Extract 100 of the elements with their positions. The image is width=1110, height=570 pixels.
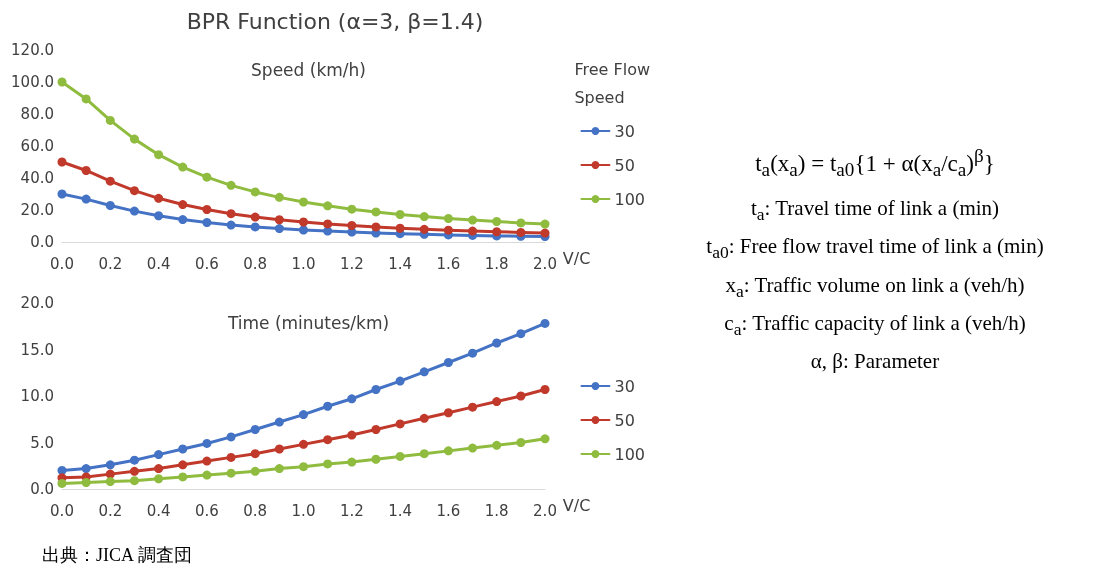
point — [81, 477, 91, 487]
x-tick-label: 0.4 — [146, 501, 171, 520]
point — [540, 384, 550, 394]
legend-label: 100 — [614, 189, 646, 209]
point — [443, 225, 453, 235]
point — [299, 225, 308, 235]
point — [81, 464, 91, 474]
x-axis-title: V/C — [562, 495, 591, 515]
point — [299, 462, 308, 472]
point — [299, 217, 308, 227]
point — [347, 204, 357, 214]
y-tick-label: 100.0 — [11, 73, 54, 91]
point — [129, 455, 139, 465]
point — [492, 217, 502, 227]
point — [226, 432, 236, 442]
y-tick-label: 80.0 — [20, 105, 54, 123]
point — [299, 197, 308, 207]
x-tick-label: 2.0 — [533, 501, 557, 520]
point — [178, 444, 188, 454]
point — [395, 419, 405, 429]
point — [371, 207, 381, 217]
point — [516, 329, 526, 339]
point — [57, 189, 67, 199]
x-tick-label: 1.2 — [339, 254, 364, 273]
x-tick-label: 1.4 — [388, 501, 413, 520]
point — [419, 449, 429, 459]
point — [274, 444, 284, 454]
point — [154, 150, 164, 160]
point — [202, 172, 212, 182]
point — [492, 338, 502, 348]
point — [443, 213, 453, 223]
point — [154, 464, 164, 474]
point — [81, 94, 91, 104]
point — [105, 201, 115, 211]
x-tick-label: 1.6 — [436, 501, 461, 520]
point — [419, 212, 429, 222]
point — [202, 470, 212, 480]
x-tick-label: 1.4 — [388, 254, 413, 273]
point — [274, 192, 284, 202]
point — [274, 464, 284, 474]
point — [105, 460, 115, 470]
y-tick-label: 60.0 — [20, 137, 54, 155]
point — [57, 157, 67, 167]
y-tick-label: 0.0 — [30, 233, 54, 251]
point — [202, 217, 212, 227]
y-tick-label: 20.0 — [20, 201, 54, 219]
point — [274, 215, 284, 225]
point — [540, 228, 550, 238]
point — [323, 459, 333, 469]
point — [105, 115, 115, 125]
x-tick-label: 0.0 — [50, 501, 74, 520]
point — [323, 435, 333, 445]
point — [443, 408, 453, 418]
point — [129, 466, 139, 476]
point — [226, 452, 236, 462]
point — [492, 397, 502, 407]
point — [105, 477, 115, 487]
point — [250, 222, 260, 232]
point — [516, 391, 526, 401]
point — [371, 454, 381, 464]
point — [299, 410, 308, 420]
point — [250, 212, 260, 222]
x-tick-label: 0.2 — [98, 501, 123, 520]
x-tick-label: 1.8 — [484, 254, 509, 273]
point — [468, 402, 478, 412]
point — [347, 457, 357, 467]
point — [371, 222, 381, 232]
point — [81, 194, 91, 204]
y-tick-label: 15.0 — [20, 340, 54, 359]
y-tick-label: 40.0 — [20, 169, 54, 187]
point — [323, 201, 333, 211]
point — [299, 439, 308, 449]
text: x$_{a}$: Traffic volume on link a (veh/h) — [724, 271, 1026, 303]
point — [468, 215, 478, 225]
point — [492, 440, 502, 450]
point — [57, 478, 67, 488]
x-tick-label: 1.0 — [291, 501, 316, 520]
legend-label: 50 — [614, 155, 635, 175]
point — [81, 165, 91, 175]
point — [154, 193, 164, 203]
point — [250, 424, 260, 434]
point — [250, 466, 260, 476]
point — [202, 438, 212, 448]
point — [419, 224, 429, 234]
point — [492, 227, 502, 237]
point — [154, 211, 164, 221]
point — [274, 417, 284, 427]
point — [226, 180, 236, 190]
point — [129, 476, 139, 486]
point — [250, 187, 260, 197]
point — [395, 209, 405, 219]
point — [178, 215, 188, 225]
point — [395, 451, 405, 461]
x-tick-label: 1.0 — [291, 254, 316, 273]
legend-title: Free Flow Speed — [574, 59, 650, 107]
point — [347, 430, 357, 440]
text: c$_{a}$: Traffic capacity of link a (veh/h) — [723, 309, 1027, 341]
point — [347, 221, 357, 231]
point — [226, 220, 236, 230]
text: t$_{a0}$: Free flow travel time of link a (min) — [705, 233, 1045, 265]
